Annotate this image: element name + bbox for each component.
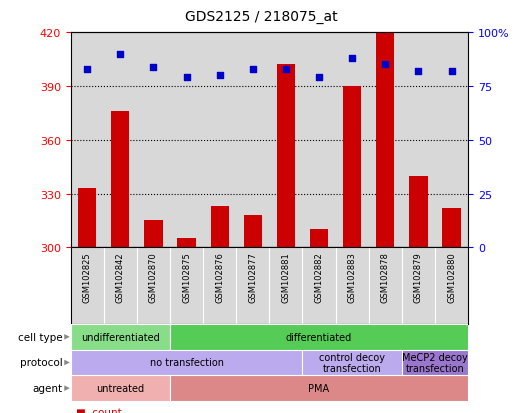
Point: [381, 62, 390, 69]
Text: protocol: protocol: [20, 358, 63, 368]
Text: GSM102870: GSM102870: [149, 252, 158, 302]
Point: [248, 66, 257, 73]
Bar: [376, 33, 394, 248]
Text: GDS2125 / 218075_at: GDS2125 / 218075_at: [185, 10, 338, 24]
Bar: [170, 375, 468, 401]
Text: GSM102881: GSM102881: [281, 252, 290, 302]
Text: ■  count: ■ count: [76, 408, 121, 413]
Point: [447, 69, 456, 75]
Point: [282, 66, 290, 73]
Bar: [211, 206, 229, 248]
Bar: [402, 350, 468, 375]
Text: GSM102825: GSM102825: [83, 252, 92, 302]
Bar: [343, 87, 361, 248]
Point: [149, 64, 157, 71]
Bar: [78, 189, 96, 248]
Text: untreated: untreated: [96, 383, 144, 393]
Bar: [71, 324, 170, 350]
Point: [116, 51, 124, 58]
Text: differentiated: differentiated: [286, 332, 352, 342]
Point: [414, 69, 423, 75]
Bar: [71, 350, 302, 375]
Bar: [71, 375, 170, 401]
Text: GSM102875: GSM102875: [182, 252, 191, 302]
Text: GSM102876: GSM102876: [215, 252, 224, 302]
Bar: [277, 65, 295, 248]
Point: [348, 55, 356, 62]
Text: GSM102878: GSM102878: [381, 252, 390, 302]
Text: GSM102880: GSM102880: [447, 252, 456, 302]
Bar: [410, 176, 427, 248]
Text: GSM102842: GSM102842: [116, 252, 125, 302]
Bar: [170, 324, 468, 350]
Text: cell type: cell type: [18, 332, 63, 342]
Text: undifferentiated: undifferentiated: [81, 332, 160, 342]
Text: GSM102877: GSM102877: [248, 252, 257, 302]
Text: MeCP2 decoy
transfection: MeCP2 decoy transfection: [402, 352, 468, 373]
Point: [83, 66, 92, 73]
Text: GSM102879: GSM102879: [414, 252, 423, 302]
Text: control decoy
transfection: control decoy transfection: [319, 352, 385, 373]
Bar: [302, 350, 402, 375]
Text: GSM102882: GSM102882: [314, 252, 324, 302]
Text: no transfection: no transfection: [150, 358, 223, 368]
Bar: [244, 216, 262, 248]
Bar: [442, 209, 461, 248]
Bar: [310, 230, 328, 248]
Point: [183, 75, 191, 81]
Bar: [177, 239, 196, 248]
Text: GSM102883: GSM102883: [348, 252, 357, 302]
Bar: [144, 221, 163, 248]
Point: [315, 75, 323, 81]
Text: PMA: PMA: [309, 383, 329, 393]
Text: agent: agent: [32, 383, 63, 393]
Bar: [111, 112, 129, 248]
Point: [215, 73, 224, 79]
